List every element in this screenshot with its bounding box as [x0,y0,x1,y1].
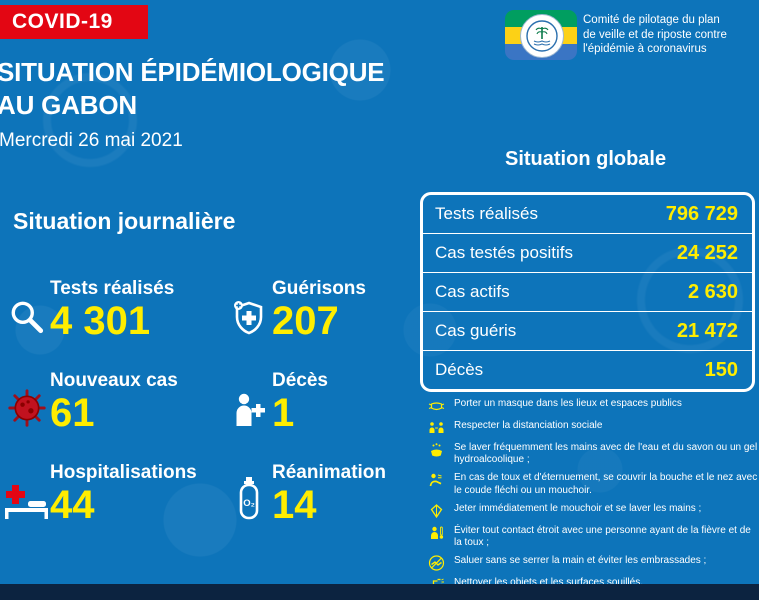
virus-icon [4,388,50,434]
measure-text: Saluer sans se serrer la main et éviter … [454,555,707,567]
committee-line: de veille et de riposte contre [583,28,727,41]
daily-stats-grid: Tests réalisés 4 301 Guérisons 207 [4,250,416,526]
table-row: Tests réalisés 796 729 [423,195,752,234]
row-value: 2 630 [687,280,738,303]
stat-value: 1 [272,391,295,436]
stat-reanimation: O₂ Réanimation 14 [226,434,416,526]
list-item: Respecter la distanciation sociale [428,420,758,436]
measure-text: Éviter tout contact étroit avec une pers… [454,524,751,548]
stat-value: 61 [50,391,95,436]
list-item: Éviter tout contact étroit avec une pers… [428,525,758,549]
global-section-title: Situation globale [505,148,667,170]
table-row: Cas actifs 2 630 [423,273,752,312]
stat-label: Nouveaux cas [50,370,178,392]
stat-tests: Tests réalisés 4 301 [4,250,226,342]
table-row: Cas guéris 21 472 [423,312,752,351]
report-date: Mercredi 26 mai 2021 [0,130,183,151]
shield-cross-icon [226,298,272,342]
row-value: 796 729 [665,202,738,225]
stat-value: 4 301 [50,299,151,344]
gabon-committee-logo [505,10,577,60]
stat-label: Réanimation [272,462,387,484]
measure-text: En cas de toux et d'éternuement, se couv… [454,472,758,496]
list-item: Saluer sans se serrer la main et éviter … [428,555,758,571]
footer-bar [0,584,759,600]
measure-text: Respecter la distanciation sociale [454,420,603,431]
daily-section-title: Situation journalière [13,208,236,234]
mask-icon [428,402,445,411]
stat-value: 14 [272,483,317,528]
committee-line: l'épidémie à coronavirus [583,43,707,56]
row-label: Cas guéris [435,321,517,340]
stat-hospitalisations: Hospitalisations 44 [4,434,226,526]
stat-guerisons: Guérisons 207 [226,250,416,342]
svg-text:O₂: O₂ [243,498,255,509]
throw-tissue-icon [430,503,443,518]
page-title-line1: SITUATION ÉPIDÉMIOLOGIQUE [0,57,385,87]
no-handshake-icon [428,555,445,571]
page-title: SITUATION ÉPIDÉMIOLOGIQUE AU GABON [0,56,467,123]
list-item: Porter un masque dans les lieux et espac… [428,398,758,414]
committee-line: Comité de pilotage du plan [583,14,720,26]
stat-value: 44 [50,483,95,528]
stat-label: Tests réalisés [50,278,175,300]
row-label: Cas actifs [435,282,510,301]
cough-elbow-icon [429,474,442,487]
social-distance-icon [429,422,444,433]
person-cross-icon [226,390,272,434]
row-value: 150 [704,358,738,381]
avoid-fever-contact-icon [431,526,444,539]
covid-banner: COVID-19 [0,5,148,39]
hospital-bed-icon [4,482,50,526]
magnifier-icon [4,298,50,342]
table-row: Cas testés positifs 24 252 [423,234,752,273]
seal-emblem-icon [526,20,558,52]
measure-text: Nettoyer les objets et les surfaces soui… [454,577,643,589]
row-label: Tests réalisés [435,204,538,223]
stat-deces: Décès 1 [226,342,416,434]
row-value: 24 252 [676,241,738,264]
stat-label: Décès [272,370,328,392]
stat-nouveaux-cas: Nouveaux cas 61 [4,342,226,434]
list-item: Se laver fréquemment les mains avec de l… [428,442,758,466]
stat-value: 207 [272,299,339,344]
wash-hands-icon [431,443,442,457]
row-label: Cas testés positifs [435,243,573,262]
row-label: Décès [435,360,484,379]
table-row: Décès 150 [423,351,752,389]
oxygen-tank-icon: O₂ [226,476,272,526]
global-situation-table: Tests réalisés 796 729 Cas testés positi… [420,192,755,392]
prevention-measures-list: Porter un masque dans les lieux et espac… [428,398,758,599]
list-item: Jeter immédiatement le mouchoir et se la… [428,503,758,519]
committee-seal-icon [520,14,564,58]
row-value: 21 472 [676,319,738,342]
measure-text: Porter un masque dans les lieux et espac… [454,398,682,409]
stat-label: Guérisons [272,278,366,300]
committee-caption: Comité de pilotage du plan de veille et … [583,13,759,57]
measure-text: Jeter immédiatement le mouchoir et se la… [454,502,702,514]
measure-text: Se laver fréquemment les mains avec de l… [454,442,758,466]
page-title-line2: AU GABON [0,90,137,121]
list-item: En cas de toux et d'éternuement, se couv… [428,472,758,496]
stat-label: Hospitalisations [50,462,197,484]
